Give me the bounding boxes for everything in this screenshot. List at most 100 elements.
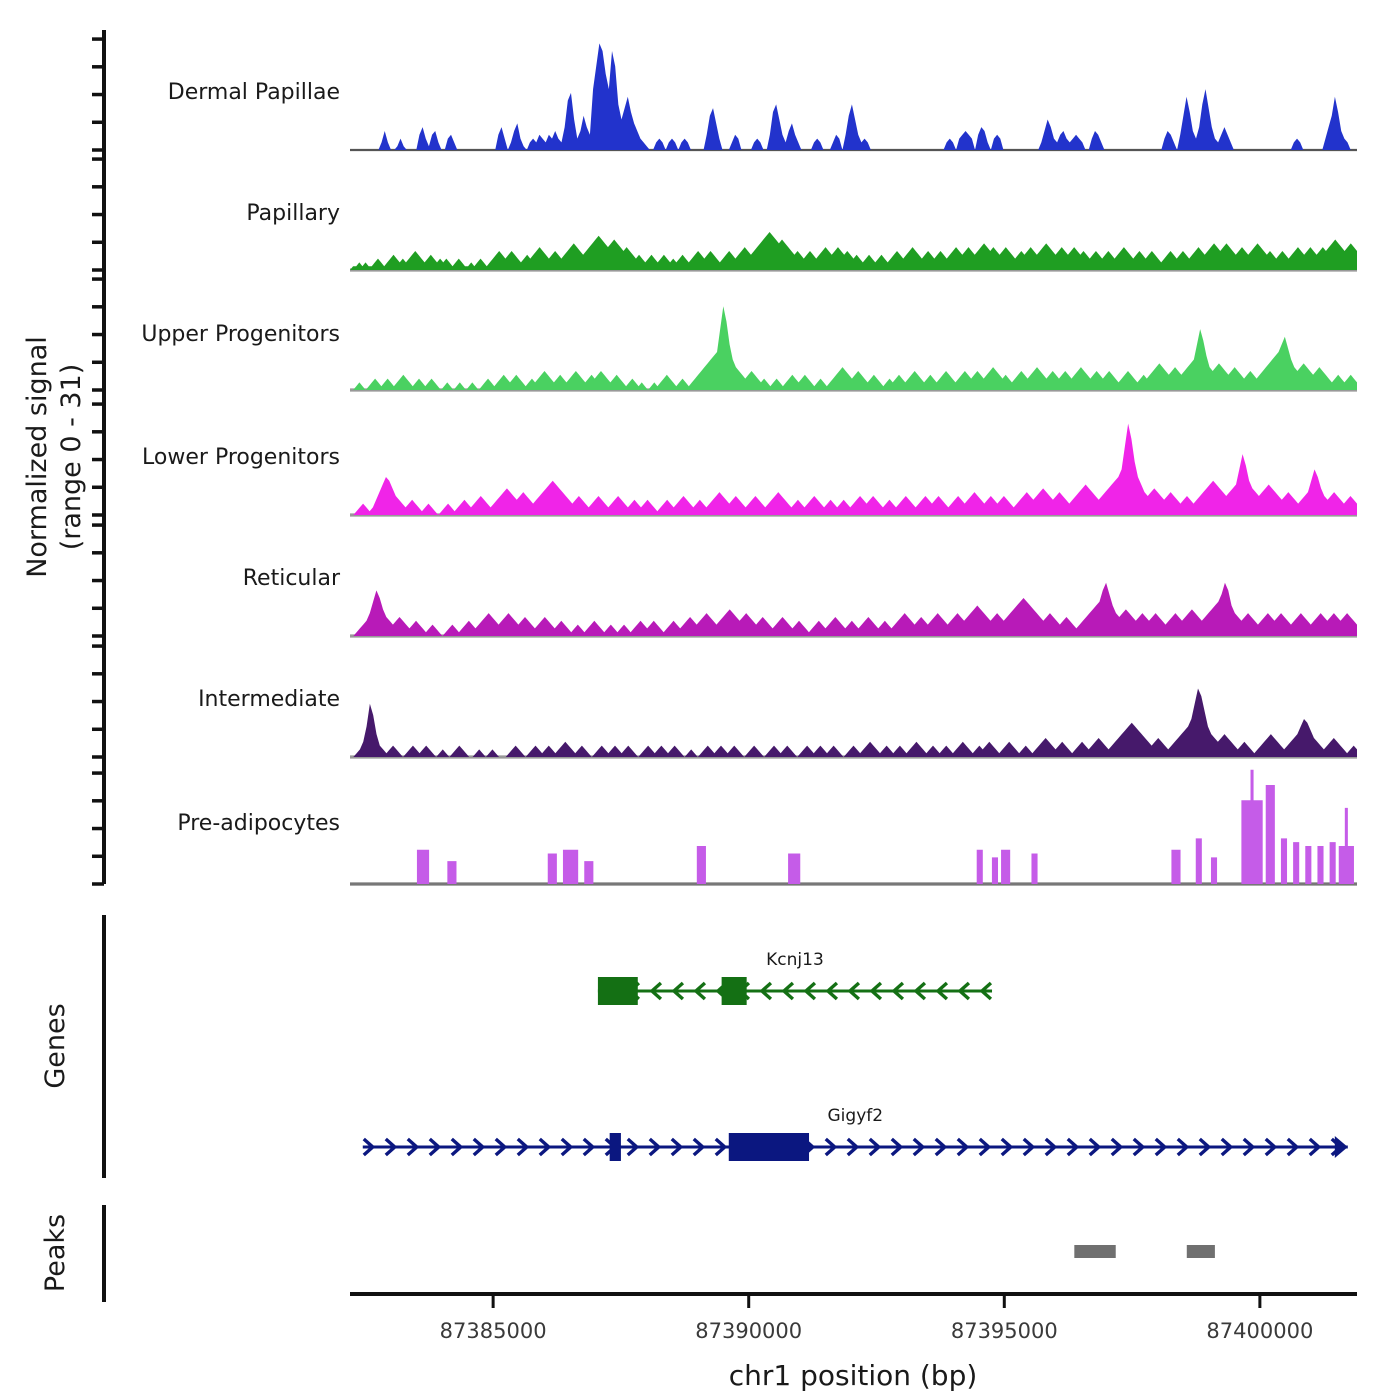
- gene-strand-arrow: [693, 981, 707, 1001]
- gene-strand-arrow: [913, 981, 927, 1001]
- gene-name-label: Kcnj13: [766, 950, 824, 970]
- signal-track-upper-progenitors: Upper Progenitors: [141, 306, 1357, 392]
- track-label: Upper Progenitors: [141, 322, 340, 347]
- peak-region: [1186, 1245, 1215, 1258]
- gene-strand-arrow: [1176, 1137, 1190, 1157]
- track-label: Dermal Papillae: [168, 80, 340, 105]
- x-axis-tick-label: 87400000: [1206, 1319, 1313, 1343]
- track-signal-area: [350, 43, 1357, 150]
- gene-strand-arrow: [494, 1137, 508, 1157]
- y-axis-title-line2: (range 0 - 31): [56, 364, 87, 551]
- track-signal-area: [350, 423, 1357, 515]
- track-label: Intermediate: [198, 687, 340, 712]
- gene-strand-arrow: [362, 1137, 376, 1157]
- gene-strand-arrow: [1242, 1137, 1256, 1157]
- gene-exon: [721, 977, 747, 1005]
- gene-strand-arrow: [890, 1137, 904, 1157]
- genes-axis-title: Genes: [40, 1003, 71, 1088]
- gene-strand-arrow: [1022, 1137, 1036, 1157]
- gene-strand-arrow: [626, 1137, 640, 1157]
- gene-strand-arrow: [957, 981, 971, 1001]
- signal-track-papillary: Papillary: [246, 201, 1357, 272]
- gene-strand-arrow: [538, 1137, 552, 1157]
- gene-strand-arrow: [978, 1137, 992, 1157]
- signal-axis-spine: [92, 30, 106, 886]
- signal-track-pre-adipocytes: Pre-adipocytes: [177, 769, 1361, 886]
- gene-strand-arrow: [1308, 1137, 1322, 1157]
- gene-strand-arrow: [670, 1137, 684, 1157]
- gene-strand-arrow: [891, 981, 905, 1001]
- gene-exon: [609, 1133, 621, 1161]
- gene-strand-arrow: [1264, 1137, 1278, 1157]
- gene-exon: [597, 977, 638, 1005]
- gene-strand-arrow: [803, 981, 817, 1001]
- gene-strand-arrow: [935, 981, 949, 1001]
- gene-kcnj13[interactable]: Kcnj13: [597, 950, 993, 1005]
- gene-strand-arrow: [582, 1137, 596, 1157]
- y-axis-title: Normalized signal (range 0 - 31): [22, 336, 87, 578]
- gene-strand-arrow: [1000, 1137, 1014, 1157]
- gene-strand-arrow: [384, 1137, 398, 1157]
- track-label: Lower Progenitors: [142, 445, 340, 470]
- x-axis-tick-label: 87390000: [695, 1319, 802, 1343]
- gene-strand-arrow: [1110, 1137, 1124, 1157]
- gene-strand-arrow: [648, 1137, 662, 1157]
- track-label: Papillary: [246, 201, 340, 226]
- track-signal-area: [350, 306, 1357, 390]
- gene-strand-arrow: [516, 1137, 530, 1157]
- gene-strand-arrow: [1198, 1137, 1212, 1157]
- gene-strand-arrow: [671, 981, 685, 1001]
- gene-strand-arrow: [934, 1137, 948, 1157]
- track-label: Pre-adipocytes: [177, 811, 340, 836]
- gene-strand-arrow: [692, 1137, 706, 1157]
- track-signal-area: [350, 688, 1357, 757]
- x-axis: 87385000 87390000 87395000 87400000 chr1 pos…: [350, 1292, 1357, 1392]
- gene-strand-arrow: [956, 1137, 970, 1157]
- gene-strand-arrow: [1044, 1137, 1058, 1157]
- gene-strand-arrow: [846, 1137, 860, 1157]
- signal-track-intermediate: Intermediate: [198, 687, 1357, 759]
- gene-strand-arrow: [1132, 1137, 1146, 1157]
- gene-strand-arrow: [759, 981, 773, 1001]
- gene-strand-arrow: [847, 981, 861, 1001]
- gene-exon: [728, 1133, 810, 1161]
- track-signal-area: [350, 769, 1361, 884]
- signal-track-reticular: Reticular: [243, 566, 1357, 638]
- signal-track-dermal-papillae: Dermal Papillae: [168, 43, 1357, 152]
- x-axis-tick-label: 87385000: [440, 1319, 547, 1343]
- gene-strand-arrow: [869, 981, 883, 1001]
- gene-strand-arrow: [1220, 1137, 1234, 1157]
- gene-strand-arrow: [472, 1137, 486, 1157]
- gene-strand-arrow: [1154, 1137, 1168, 1157]
- peaks-axis-title: Peaks: [40, 1214, 71, 1292]
- gene-strand-arrow: [428, 1137, 442, 1157]
- gene-gigyf2[interactable]: Gigyf2: [362, 1106, 1348, 1161]
- genes-panel: Genes Kcnj13 Gigyf2: [40, 915, 1348, 1178]
- signal-tracks: Dermal Papillae Papillary Upper Progenitor…: [141, 43, 1361, 886]
- gene-strand-arrow: [1286, 1137, 1300, 1157]
- track-label: Reticular: [243, 566, 341, 591]
- signal-track-lower-progenitors: Lower Progenitors: [142, 423, 1357, 517]
- gene-strand-arrow: [912, 1137, 926, 1157]
- gene-strand-arrow: [560, 1137, 574, 1157]
- gene-strand-arrow: [649, 981, 663, 1001]
- y-axis-title-line1: Normalized signal: [22, 336, 53, 578]
- gene-strand-arrow: [1066, 1137, 1080, 1157]
- peaks-panel: Peaks: [40, 1205, 1215, 1302]
- x-axis-title: chr1 position (bp): [729, 1359, 978, 1392]
- gene-strand-arrow: [781, 981, 795, 1001]
- gene-strand-arrow: [824, 1137, 838, 1157]
- gene-terminal-arrow: [1334, 1136, 1348, 1158]
- gene-strand-arrow: [825, 981, 839, 1001]
- gene-strand-arrow: [979, 981, 993, 1001]
- gene-strand-arrow: [868, 1137, 882, 1157]
- track-signal-area: [350, 231, 1357, 270]
- gene-strand-arrow: [1088, 1137, 1102, 1157]
- gene-strand-arrow: [450, 1137, 464, 1157]
- gene-strand-arrow: [406, 1137, 420, 1157]
- track-signal-area: [350, 582, 1357, 636]
- gene-strand-arrow: [714, 1137, 728, 1157]
- peak-region: [1074, 1245, 1116, 1258]
